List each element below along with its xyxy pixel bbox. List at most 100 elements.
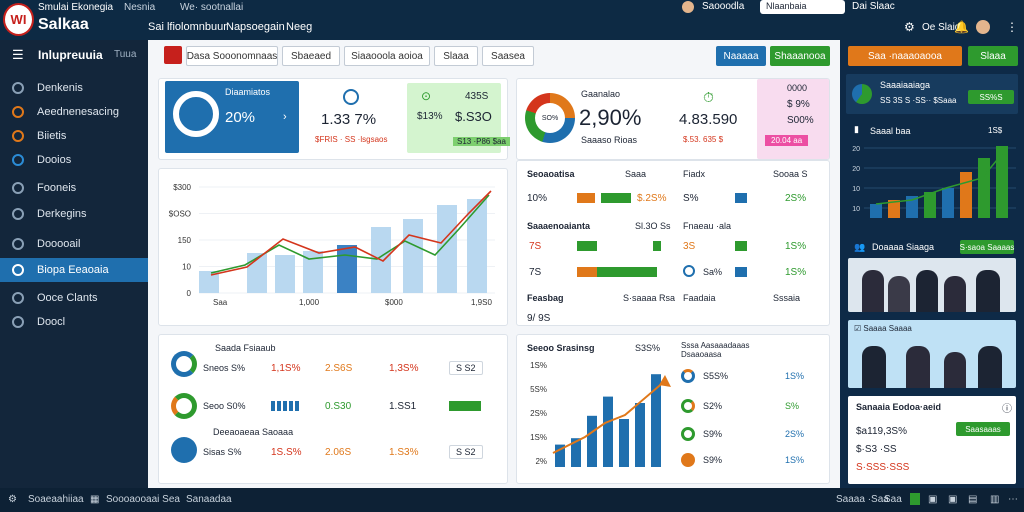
person-icon: [944, 352, 966, 388]
nav-link[interactable]: Napsoegain: [226, 21, 285, 33]
menu-icon[interactable]: ⋯: [1008, 494, 1018, 505]
team-icon: 👥: [854, 242, 866, 252]
list-value: 2.06S: [325, 447, 352, 458]
topright-item[interactable]: Dai Slaac: [852, 1, 895, 12]
progress-icon: [683, 265, 695, 277]
status-text: Soooaooaai Sea: [106, 494, 180, 505]
sidebar-item-3[interactable]: Dooios: [0, 148, 148, 172]
layout-icon[interactable]: ▥: [990, 494, 1000, 505]
brand-name: Salkaa: [38, 16, 89, 33]
profile-avatar[interactable]: [976, 20, 990, 34]
bar: [870, 204, 882, 218]
report-icon: [12, 264, 24, 276]
status-pill[interactable]: Nlaanbaia: [760, 0, 845, 14]
kpi-tag: 20.04 aa: [765, 135, 809, 146]
toggle-bar[interactable]: [449, 401, 481, 411]
filter-dropdown[interactable]: Saasea: [482, 46, 534, 66]
y-tick-label: 2%: [535, 457, 547, 466]
action-button[interactable]: Saa ·naaaoaooa: [848, 46, 962, 66]
y-tick-label: 2S%: [530, 409, 547, 418]
list-icon: [12, 130, 24, 142]
window-icon[interactable]: ▣: [928, 494, 938, 505]
donut-icon: [171, 351, 197, 377]
kpi-value: S00%: [787, 115, 814, 126]
menu-icon[interactable]: ⋮: [1006, 20, 1018, 34]
donut-label: SO%: [535, 103, 565, 133]
sidebar-item-7[interactable]: Biopa Eeaoaia: [0, 258, 148, 282]
sidebar-item-8[interactable]: Ooce Clants: [0, 286, 148, 310]
list-value: 0.S30: [325, 401, 352, 412]
team-photo: [848, 258, 1016, 312]
report-icon[interactable]: [164, 46, 182, 64]
table-header: Sooaa S: [773, 169, 808, 179]
menu-item[interactable]: Nesnia: [124, 2, 156, 13]
gauge-icon: [173, 91, 219, 137]
action-button[interactable]: Slaaa: [968, 46, 1018, 66]
sidebar-item-4[interactable]: Fooneis: [0, 176, 148, 200]
layout-icon[interactable]: ▤: [968, 494, 978, 505]
avatar[interactable]: [682, 1, 694, 13]
nav-link[interactable]: Neeg: [286, 21, 313, 33]
sidebar: ☰ Inlupreuuia Tuua Denkenis Aeednenesaci…: [0, 40, 148, 488]
user-name[interactable]: Saooodla: [702, 1, 745, 12]
sidebar-item-6[interactable]: Dooooail: [0, 232, 148, 256]
table-cell: 1S%: [785, 241, 807, 252]
bar: [942, 188, 954, 218]
kpi-sub: $.53. 635 $: [683, 135, 724, 144]
nav-link[interactable]: Sai lfiolomnbuur: [148, 21, 227, 33]
money-icon: ⊙: [421, 89, 432, 103]
bell-icon[interactable]: 🔔: [954, 20, 969, 34]
grid-icon[interactable]: ▦: [90, 494, 100, 505]
person-icon: [862, 270, 884, 312]
filter-dropdown[interactable]: Sbaeaed: [282, 46, 340, 66]
settings-icon[interactable]: ⚙: [904, 20, 915, 34]
select-field[interactable]: S S2: [449, 445, 483, 459]
mini-bar: [577, 241, 597, 251]
panel-tag[interactable]: SS%S: [968, 90, 1014, 104]
panel-sub: SS 3S S ·SS·· $Saaa: [880, 96, 957, 105]
table-card: Seoaoatisa Saaa Fiadx Sooaa S 10% $.2S% …: [516, 160, 830, 326]
list-label: Seoo S0%: [203, 401, 246, 411]
table-header: Fnaeau ·ala: [683, 221, 732, 231]
table-header: Faadaia: [683, 293, 716, 303]
filter-dropdown[interactable]: Siaaooola aoioa: [344, 46, 430, 66]
chevron-right-icon[interactable]: ›: [283, 111, 287, 123]
list-value: 1.S3%: [389, 447, 419, 458]
bar: [906, 196, 918, 218]
bar: [651, 374, 661, 467]
filter-dropdown[interactable]: Slaaa: [434, 46, 478, 66]
sidebar-item-9[interactable]: Doocl: [0, 310, 148, 334]
info-icon[interactable]: ⓘ: [1002, 404, 1012, 415]
donut-icon: [852, 84, 872, 104]
hamburger-icon[interactable]: ☰: [12, 47, 24, 62]
table-header: Sssaia: [773, 293, 801, 303]
sidebar-item-1[interactable]: Aeednenesacing: [0, 100, 148, 124]
gear-icon[interactable]: ⚙: [8, 494, 17, 505]
y-tick-label: 150: [178, 236, 192, 245]
excel-icon[interactable]: [910, 493, 920, 505]
gauge-icon: [12, 238, 24, 250]
primary-button[interactable]: Naaaaa: [716, 46, 766, 66]
bar: [996, 146, 1008, 218]
y-tick-label: 10: [182, 263, 191, 272]
bar: [960, 172, 972, 218]
panel-tag: 1S$: [988, 126, 1003, 135]
folder-icon: [12, 182, 24, 194]
topright-item-2[interactable]: Oe Slaig: [922, 22, 961, 33]
sidebar-item-2[interactable]: Biietis: [0, 124, 148, 148]
sidebar-item-0[interactable]: Denkenis: [0, 76, 148, 100]
line-chart: $300 $OSO 150 10 0 Saa 1,000 $000 1,9S0: [169, 183, 495, 307]
app-logo[interactable]: WI: [3, 3, 34, 36]
list-label: Sisas S%: [203, 447, 242, 457]
bar: [275, 255, 295, 293]
gear-icon: [12, 316, 24, 328]
secondary-button[interactable]: Shaaanooa: [770, 46, 830, 66]
summary-tag[interactable]: Saasaaas: [956, 422, 1010, 436]
menu-item[interactable]: We· sootnallai: [180, 2, 244, 13]
window-icon[interactable]: ▣: [948, 494, 958, 505]
sidebar-item-5[interactable]: Derkegins: [0, 202, 148, 226]
select-field[interactable]: S S2: [449, 361, 483, 375]
filter-dropdown[interactable]: Dasa Sooonomnaas: [186, 46, 278, 66]
panel-tag[interactable]: S·saoa Saaaas: [960, 240, 1014, 254]
x-tick-label: 1,000: [299, 298, 320, 307]
